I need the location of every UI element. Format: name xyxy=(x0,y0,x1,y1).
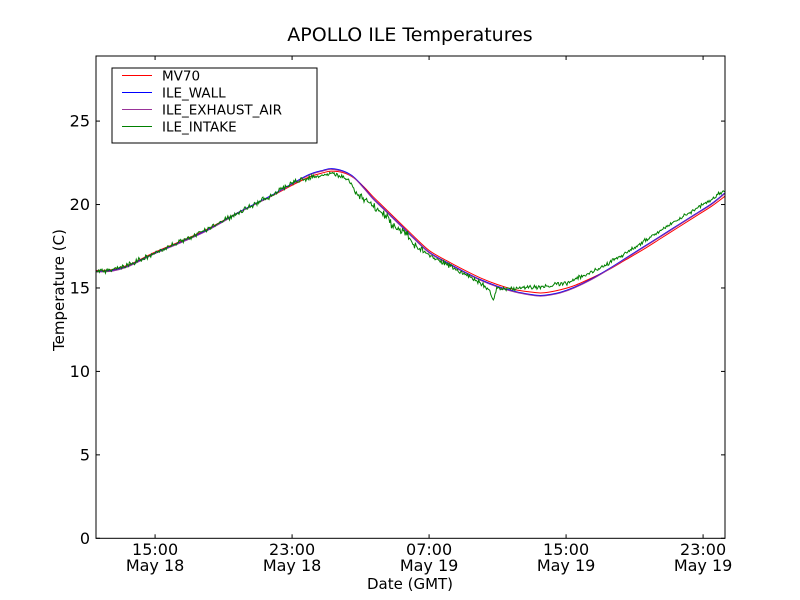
legend-label-ile-intake: ILE_INTAKE xyxy=(162,120,237,136)
legend-label-ile-wall: ILE_WALL xyxy=(162,86,226,102)
x-tick-label-date: May 19 xyxy=(400,556,459,575)
x-axis-label: Date (GMT) xyxy=(367,575,453,593)
y-tick-label: 0 xyxy=(80,529,90,548)
plot-series xyxy=(96,168,725,302)
x-tick-label-time: 15:00 xyxy=(132,540,178,559)
series-line-ile-wall xyxy=(96,168,725,296)
x-tick-label-time: 15:00 xyxy=(543,540,589,559)
x-tick-label-date: May 18 xyxy=(126,556,185,575)
y-axis-label: Temperature (C) xyxy=(50,229,68,352)
x-tick-label-date: May 18 xyxy=(263,556,322,575)
series-line-ile-intake xyxy=(96,171,725,302)
chart-title: APOLLO ILE Temperatures xyxy=(287,24,532,46)
series-line-mv70 xyxy=(96,170,725,294)
y-tick-label: 5 xyxy=(80,445,90,464)
x-tick-label-date: May 19 xyxy=(674,556,733,575)
x-tick-label-date: May 19 xyxy=(537,556,596,575)
y-tick-label: 15 xyxy=(70,278,90,297)
x-tick-label-time: 23:00 xyxy=(269,540,315,559)
y-tick-label: 10 xyxy=(70,362,90,381)
legend-label-ile-exhaust-air: ILE_EXHAUST_AIR xyxy=(162,103,282,119)
y-tick-label: 25 xyxy=(70,112,90,131)
y-tick-label: 20 xyxy=(70,195,90,214)
x-tick-label-time: 07:00 xyxy=(406,540,452,559)
plot-border xyxy=(95,55,726,539)
x-tick-label-time: 23:00 xyxy=(680,540,726,559)
legend-label-mv70: MV70 xyxy=(162,69,200,85)
legend-box xyxy=(111,67,318,144)
